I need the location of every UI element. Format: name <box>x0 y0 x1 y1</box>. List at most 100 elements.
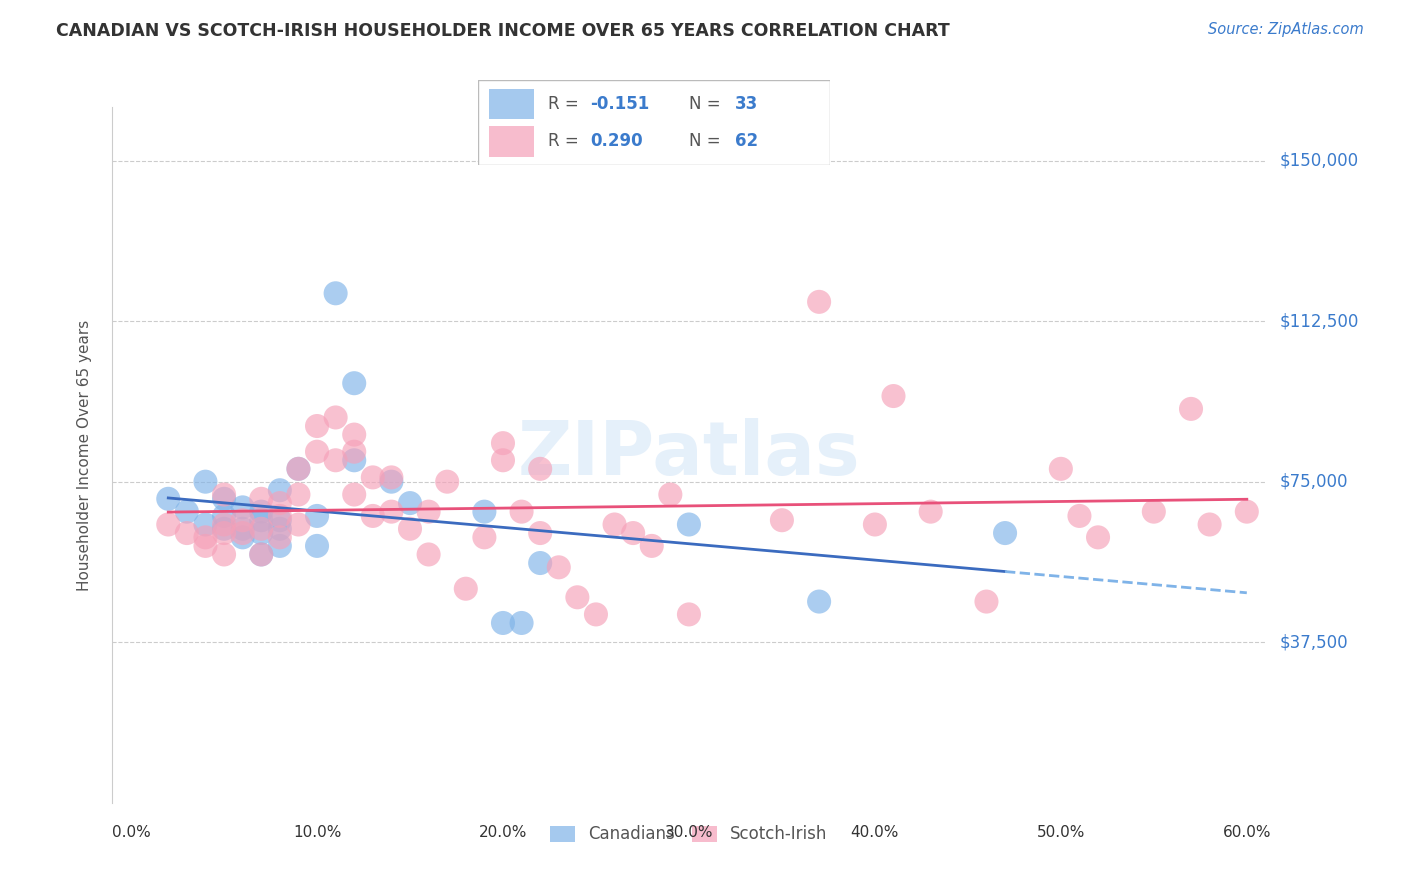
Point <box>1050 462 1073 476</box>
Point <box>325 410 347 425</box>
Point <box>1198 517 1220 532</box>
Point <box>157 517 180 532</box>
Point <box>176 505 198 519</box>
Point <box>212 522 235 536</box>
Point <box>678 517 700 532</box>
Point <box>343 376 366 391</box>
Point <box>157 491 180 506</box>
Text: 40.0%: 40.0% <box>851 825 898 840</box>
Point <box>269 522 291 536</box>
Text: R =: R = <box>548 132 585 150</box>
Point <box>361 508 384 523</box>
Text: 33: 33 <box>734 95 758 113</box>
Point <box>269 539 291 553</box>
Text: 50.0%: 50.0% <box>1036 825 1085 840</box>
Point <box>343 444 366 458</box>
Point <box>269 496 291 510</box>
Point <box>343 453 366 467</box>
Point <box>232 530 254 544</box>
Point <box>380 470 402 484</box>
Text: Source: ZipAtlas.com: Source: ZipAtlas.com <box>1208 22 1364 37</box>
Point <box>585 607 607 622</box>
Point <box>863 517 886 532</box>
Point <box>232 513 254 527</box>
Point <box>474 505 496 519</box>
Point <box>287 487 309 501</box>
Point <box>976 594 998 608</box>
Text: 0.0%: 0.0% <box>111 825 150 840</box>
Point <box>380 505 402 519</box>
Point <box>492 453 515 467</box>
Point <box>250 491 273 506</box>
Point <box>510 615 533 630</box>
Point <box>1069 508 1091 523</box>
Point <box>250 513 273 527</box>
Point <box>269 530 291 544</box>
Point <box>994 526 1017 541</box>
Text: 10.0%: 10.0% <box>292 825 342 840</box>
Point <box>250 526 273 541</box>
Point <box>232 500 254 515</box>
Point <box>492 615 515 630</box>
Point <box>361 470 384 484</box>
Point <box>194 530 217 544</box>
Text: 0.290: 0.290 <box>591 132 643 150</box>
Point <box>920 505 942 519</box>
Point <box>808 294 831 309</box>
Point <box>232 522 254 536</box>
Point <box>399 496 422 510</box>
Point <box>212 487 235 501</box>
Point <box>287 462 309 476</box>
Point <box>325 286 347 301</box>
Point <box>343 427 366 442</box>
Point <box>567 591 589 605</box>
Bar <box>489 126 534 157</box>
Point <box>418 548 440 562</box>
Point <box>212 508 235 523</box>
Text: 60.0%: 60.0% <box>1223 825 1271 840</box>
Point <box>1143 505 1166 519</box>
Text: -0.151: -0.151 <box>591 95 650 113</box>
Point <box>678 607 700 622</box>
Text: 30.0%: 30.0% <box>665 825 713 840</box>
Point <box>250 548 273 562</box>
Point <box>212 517 235 532</box>
Point <box>659 487 682 501</box>
Y-axis label: Householder Income Over 65 years: Householder Income Over 65 years <box>77 319 91 591</box>
Point <box>399 522 422 536</box>
FancyBboxPatch shape <box>478 80 830 165</box>
Point <box>287 462 309 476</box>
Point <box>621 526 644 541</box>
Text: ZIPatlas: ZIPatlas <box>517 418 860 491</box>
Text: $112,500: $112,500 <box>1279 312 1358 330</box>
Point <box>232 526 254 541</box>
Point <box>212 548 235 562</box>
Point <box>474 530 496 544</box>
Point <box>641 539 664 553</box>
Point <box>305 444 328 458</box>
Point <box>1087 530 1109 544</box>
Point <box>250 522 273 536</box>
Point <box>1180 401 1202 416</box>
Text: CANADIAN VS SCOTCH-IRISH HOUSEHOLDER INCOME OVER 65 YEARS CORRELATION CHART: CANADIAN VS SCOTCH-IRISH HOUSEHOLDER INC… <box>56 22 950 40</box>
Point <box>305 539 328 553</box>
Point <box>269 513 291 527</box>
Point <box>529 556 551 570</box>
Point <box>287 517 309 532</box>
Point <box>547 560 569 574</box>
Point <box>194 475 217 489</box>
Point <box>770 513 793 527</box>
Text: $37,500: $37,500 <box>1279 633 1348 651</box>
Point <box>603 517 626 532</box>
Text: R =: R = <box>548 95 585 113</box>
Point <box>1236 505 1258 519</box>
Point <box>250 505 273 519</box>
Point <box>305 508 328 523</box>
Point <box>325 453 347 467</box>
Point <box>194 539 217 553</box>
Text: N =: N = <box>689 132 725 150</box>
Point <box>510 505 533 519</box>
Point <box>529 526 551 541</box>
Point <box>436 475 458 489</box>
Point <box>882 389 904 403</box>
